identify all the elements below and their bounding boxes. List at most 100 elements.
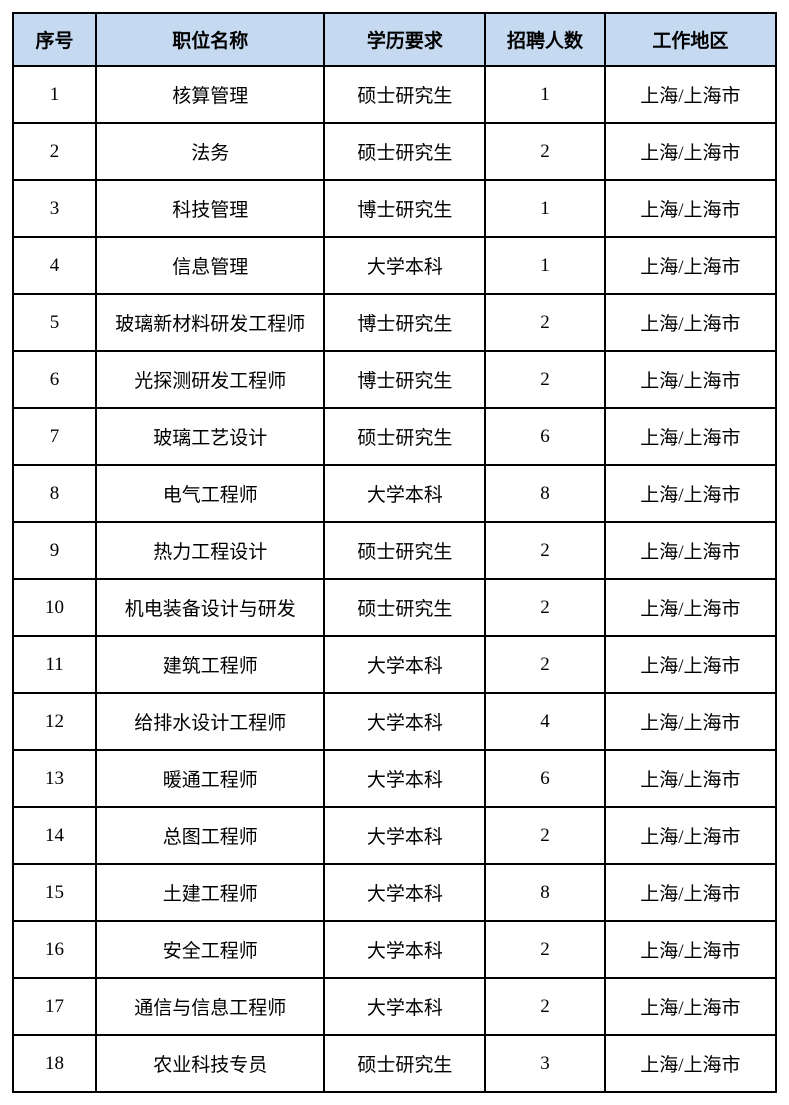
table-row: 13暖通工程师大学本科6上海/上海市 — [13, 750, 776, 807]
cell-count: 2 — [485, 351, 604, 408]
header-id: 序号 — [13, 13, 96, 66]
table-row: 12给排水设计工程师大学本科4上海/上海市 — [13, 693, 776, 750]
cell-position: 核算管理 — [96, 66, 324, 123]
cell-location: 上海/上海市 — [605, 123, 776, 180]
cell-id: 16 — [13, 921, 96, 978]
cell-education: 博士研究生 — [324, 351, 485, 408]
cell-education: 大学本科 — [324, 465, 485, 522]
cell-education: 硕士研究生 — [324, 123, 485, 180]
cell-position: 总图工程师 — [96, 807, 324, 864]
cell-location: 上海/上海市 — [605, 921, 776, 978]
cell-education: 硕士研究生 — [324, 1035, 485, 1092]
table-row: 15土建工程师大学本科8上海/上海市 — [13, 864, 776, 921]
cell-location: 上海/上海市 — [605, 693, 776, 750]
table-row: 1核算管理硕士研究生1上海/上海市 — [13, 66, 776, 123]
cell-count: 2 — [485, 921, 604, 978]
cell-education: 硕士研究生 — [324, 579, 485, 636]
cell-education: 博士研究生 — [324, 180, 485, 237]
cell-location: 上海/上海市 — [605, 750, 776, 807]
table-header: 序号 职位名称 学历要求 招聘人数 工作地区 — [13, 13, 776, 66]
cell-id: 4 — [13, 237, 96, 294]
cell-count: 2 — [485, 522, 604, 579]
cell-count: 8 — [485, 465, 604, 522]
cell-id: 12 — [13, 693, 96, 750]
table-row: 11建筑工程师大学本科2上海/上海市 — [13, 636, 776, 693]
table-body: 1核算管理硕士研究生1上海/上海市2法务硕士研究生2上海/上海市3科技管理博士研… — [13, 66, 776, 1092]
table-row: 14总图工程师大学本科2上海/上海市 — [13, 807, 776, 864]
cell-location: 上海/上海市 — [605, 180, 776, 237]
cell-location: 上海/上海市 — [605, 465, 776, 522]
cell-position: 建筑工程师 — [96, 636, 324, 693]
cell-location: 上海/上海市 — [605, 807, 776, 864]
cell-id: 14 — [13, 807, 96, 864]
cell-position: 安全工程师 — [96, 921, 324, 978]
cell-count: 6 — [485, 750, 604, 807]
table-row: 3科技管理博士研究生1上海/上海市 — [13, 180, 776, 237]
cell-position: 通信与信息工程师 — [96, 978, 324, 1035]
cell-education: 博士研究生 — [324, 294, 485, 351]
cell-education: 硕士研究生 — [324, 66, 485, 123]
cell-id: 11 — [13, 636, 96, 693]
cell-count: 2 — [485, 807, 604, 864]
cell-location: 上海/上海市 — [605, 351, 776, 408]
cell-position: 机电装备设计与研发 — [96, 579, 324, 636]
cell-id: 1 — [13, 66, 96, 123]
cell-id: 18 — [13, 1035, 96, 1092]
table-row: 7玻璃工艺设计硕士研究生6上海/上海市 — [13, 408, 776, 465]
header-location: 工作地区 — [605, 13, 776, 66]
header-count: 招聘人数 — [485, 13, 604, 66]
cell-education: 硕士研究生 — [324, 522, 485, 579]
cell-position: 土建工程师 — [96, 864, 324, 921]
cell-id: 10 — [13, 579, 96, 636]
cell-education: 大学本科 — [324, 750, 485, 807]
cell-position: 玻璃新材料研发工程师 — [96, 294, 324, 351]
cell-position: 热力工程设计 — [96, 522, 324, 579]
cell-id: 5 — [13, 294, 96, 351]
cell-education: 硕士研究生 — [324, 408, 485, 465]
cell-id: 6 — [13, 351, 96, 408]
table-row: 8电气工程师大学本科8上海/上海市 — [13, 465, 776, 522]
cell-count: 1 — [485, 180, 604, 237]
cell-location: 上海/上海市 — [605, 237, 776, 294]
header-education: 学历要求 — [324, 13, 485, 66]
cell-count: 6 — [485, 408, 604, 465]
cell-count: 1 — [485, 237, 604, 294]
cell-position: 法务 — [96, 123, 324, 180]
cell-id: 13 — [13, 750, 96, 807]
cell-count: 4 — [485, 693, 604, 750]
cell-count: 2 — [485, 579, 604, 636]
cell-position: 光探测研发工程师 — [96, 351, 324, 408]
cell-id: 15 — [13, 864, 96, 921]
table-row: 10机电装备设计与研发硕士研究生2上海/上海市 — [13, 579, 776, 636]
cell-education: 大学本科 — [324, 864, 485, 921]
cell-id: 2 — [13, 123, 96, 180]
cell-id: 3 — [13, 180, 96, 237]
header-position: 职位名称 — [96, 13, 324, 66]
cell-position: 给排水设计工程师 — [96, 693, 324, 750]
cell-position: 玻璃工艺设计 — [96, 408, 324, 465]
cell-location: 上海/上海市 — [605, 579, 776, 636]
cell-count: 3 — [485, 1035, 604, 1092]
cell-count: 1 — [485, 66, 604, 123]
table-row: 2法务硕士研究生2上海/上海市 — [13, 123, 776, 180]
cell-education: 大学本科 — [324, 693, 485, 750]
table-row: 5玻璃新材料研发工程师博士研究生2上海/上海市 — [13, 294, 776, 351]
cell-position: 暖通工程师 — [96, 750, 324, 807]
cell-id: 9 — [13, 522, 96, 579]
cell-id: 17 — [13, 978, 96, 1035]
cell-count: 2 — [485, 636, 604, 693]
cell-id: 7 — [13, 408, 96, 465]
cell-position: 信息管理 — [96, 237, 324, 294]
cell-position: 农业科技专员 — [96, 1035, 324, 1092]
cell-location: 上海/上海市 — [605, 978, 776, 1035]
cell-location: 上海/上海市 — [605, 408, 776, 465]
table-row: 16安全工程师大学本科2上海/上海市 — [13, 921, 776, 978]
cell-location: 上海/上海市 — [605, 864, 776, 921]
table-row: 4信息管理大学本科1上海/上海市 — [13, 237, 776, 294]
cell-position: 电气工程师 — [96, 465, 324, 522]
cell-location: 上海/上海市 — [605, 636, 776, 693]
table-row: 9热力工程设计硕士研究生2上海/上海市 — [13, 522, 776, 579]
cell-education: 大学本科 — [324, 636, 485, 693]
cell-count: 2 — [485, 294, 604, 351]
cell-education: 大学本科 — [324, 237, 485, 294]
